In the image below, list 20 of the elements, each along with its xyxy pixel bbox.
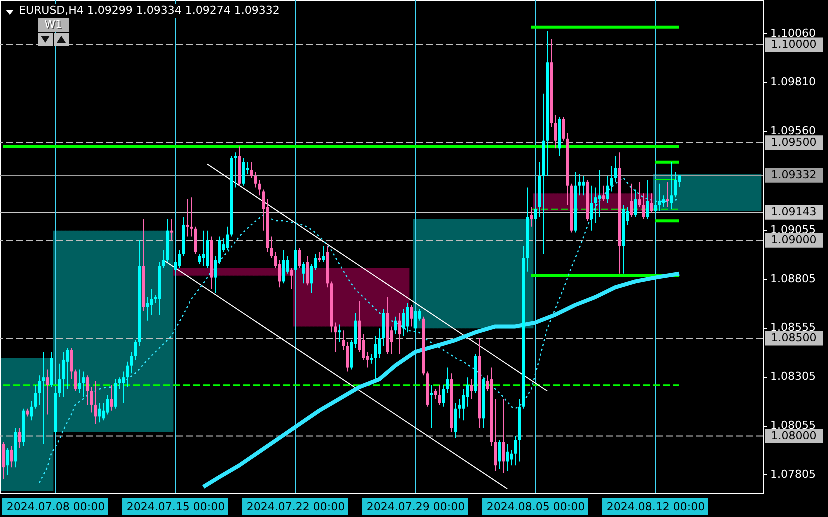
y-tick-label: 1.07805 [770, 468, 816, 481]
y-tick-label: 1.10060 [770, 26, 816, 40]
x-tick-label: 2024.07.29 00:00 [366, 500, 466, 514]
x-tick-label: 2024.07.15 00:00 [126, 500, 226, 514]
ref-line-label: 1.09332 [771, 168, 817, 182]
ref-line-label: 1.09500 [771, 136, 817, 149]
ref-line-label: 1.09000 [771, 234, 817, 247]
timeframe-label: W1 [38, 18, 69, 32]
x-tick-label: 2024.07.08 00:00 [6, 500, 106, 514]
y-tick-label: 1.09810 [770, 76, 816, 89]
y-tick-label: 1.09560 [770, 124, 816, 138]
chart-title: EURUSD,H4 1.09299 1.09334 1.09274 1.09332 [19, 4, 280, 17]
x-tick-label: 2024.07.22 00:00 [246, 500, 346, 514]
ref-line-label: 1.09143 [771, 206, 817, 219]
y-tick-label: 1.08305 [770, 370, 816, 384]
y-tick-label: 1.08805 [770, 272, 816, 286]
ref-line-label: 1.10000 [771, 38, 817, 51]
x-tick-label: 2024.08.05 00:00 [486, 500, 586, 514]
y-tick-label: 1.09055 [770, 223, 816, 236]
x-tick-label: 2024.08.12 00:00 [606, 500, 706, 514]
